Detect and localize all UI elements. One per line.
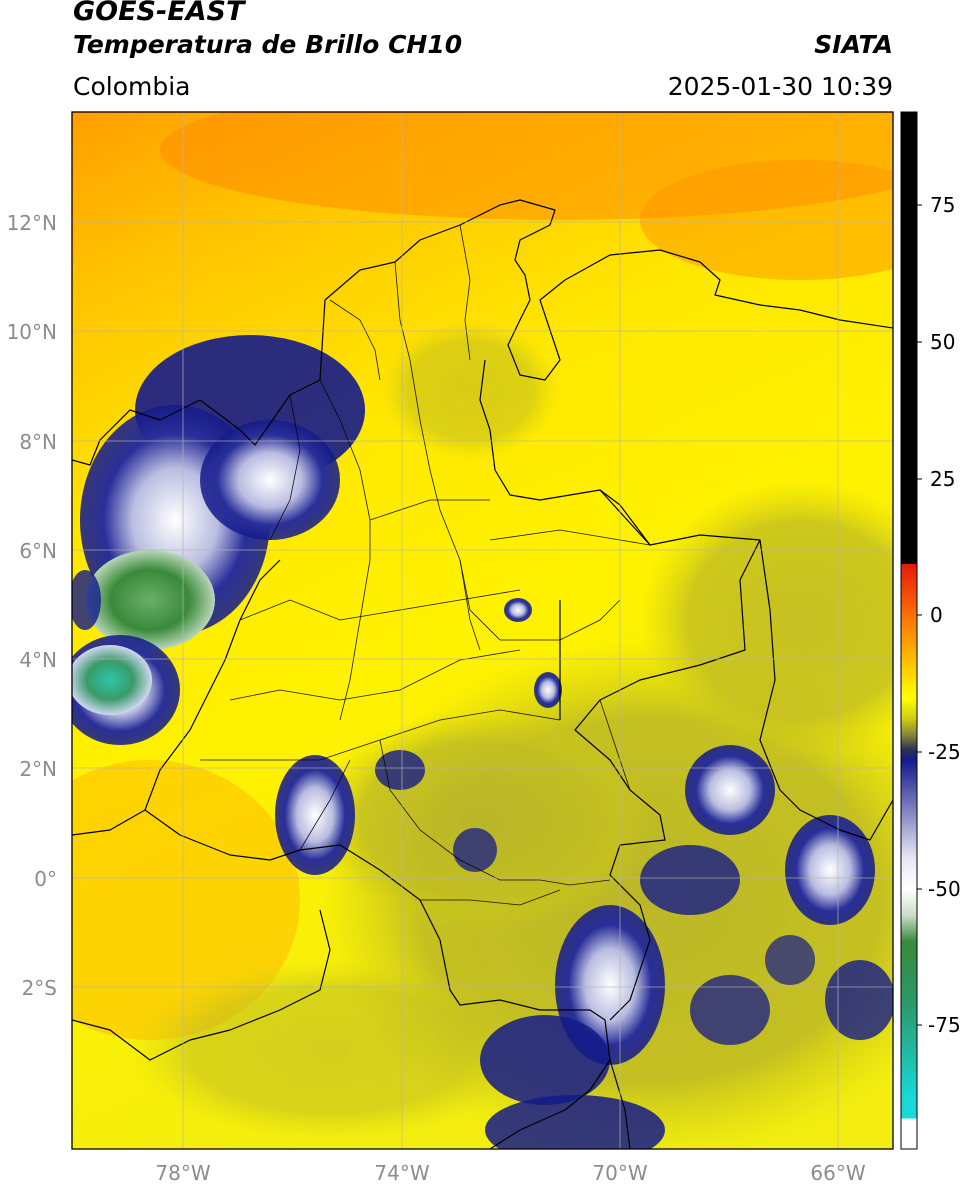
colorbar-ticks: 75 50 25 0 -25 -50 -75 <box>928 193 961 1037</box>
colorbar-tick: 0 <box>930 603 943 627</box>
lat-label: 8°N <box>19 430 57 454</box>
lon-label: 74°W <box>374 1161 429 1185</box>
colorbar: 75 50 25 0 -25 -50 -75 <box>900 111 961 1150</box>
region-label: Colombia <box>73 72 191 101</box>
lon-label: 70°W <box>592 1161 647 1185</box>
satellite-title: GOES-EAST <box>73 0 245 27</box>
longitude-labels: 78°W 74°W 70°W 66°W <box>155 1161 865 1185</box>
colorbar-tick: 50 <box>930 330 955 354</box>
graticule <box>72 112 893 1149</box>
datetime-label: 2025-01-30 10:39 <box>667 72 893 101</box>
product-title: Temperatura de Brillo CH10 <box>73 30 463 59</box>
source-label: SIATA <box>814 30 893 59</box>
colorbar-tick: -50 <box>928 877 961 901</box>
colorbar-gradient <box>900 111 918 1150</box>
country-borders <box>72 199 893 1149</box>
lon-label: 66°W <box>810 1161 865 1185</box>
colorbar-tick: 75 <box>930 193 955 217</box>
lat-label: 6°N <box>19 539 57 563</box>
lat-label: 2°N <box>19 757 57 781</box>
map-imagery <box>72 112 893 1149</box>
lat-label: 0° <box>34 867 57 891</box>
lat-label: 12°N <box>7 211 57 235</box>
latitude-labels: 12°N 10°N 8°N 6°N 4°N 2°N 0° 2°S <box>7 211 57 1000</box>
lat-label: 10°N <box>7 320 57 344</box>
lat-label: 4°N <box>19 648 57 672</box>
colorbar-tick: -75 <box>928 1013 961 1037</box>
colorbar-tick: 25 <box>930 467 955 491</box>
colorbar-tick: -25 <box>928 740 961 764</box>
lon-label: 78°W <box>155 1161 210 1185</box>
lat-label: 2°S <box>22 976 57 1000</box>
map-frame <box>71 111 894 1150</box>
